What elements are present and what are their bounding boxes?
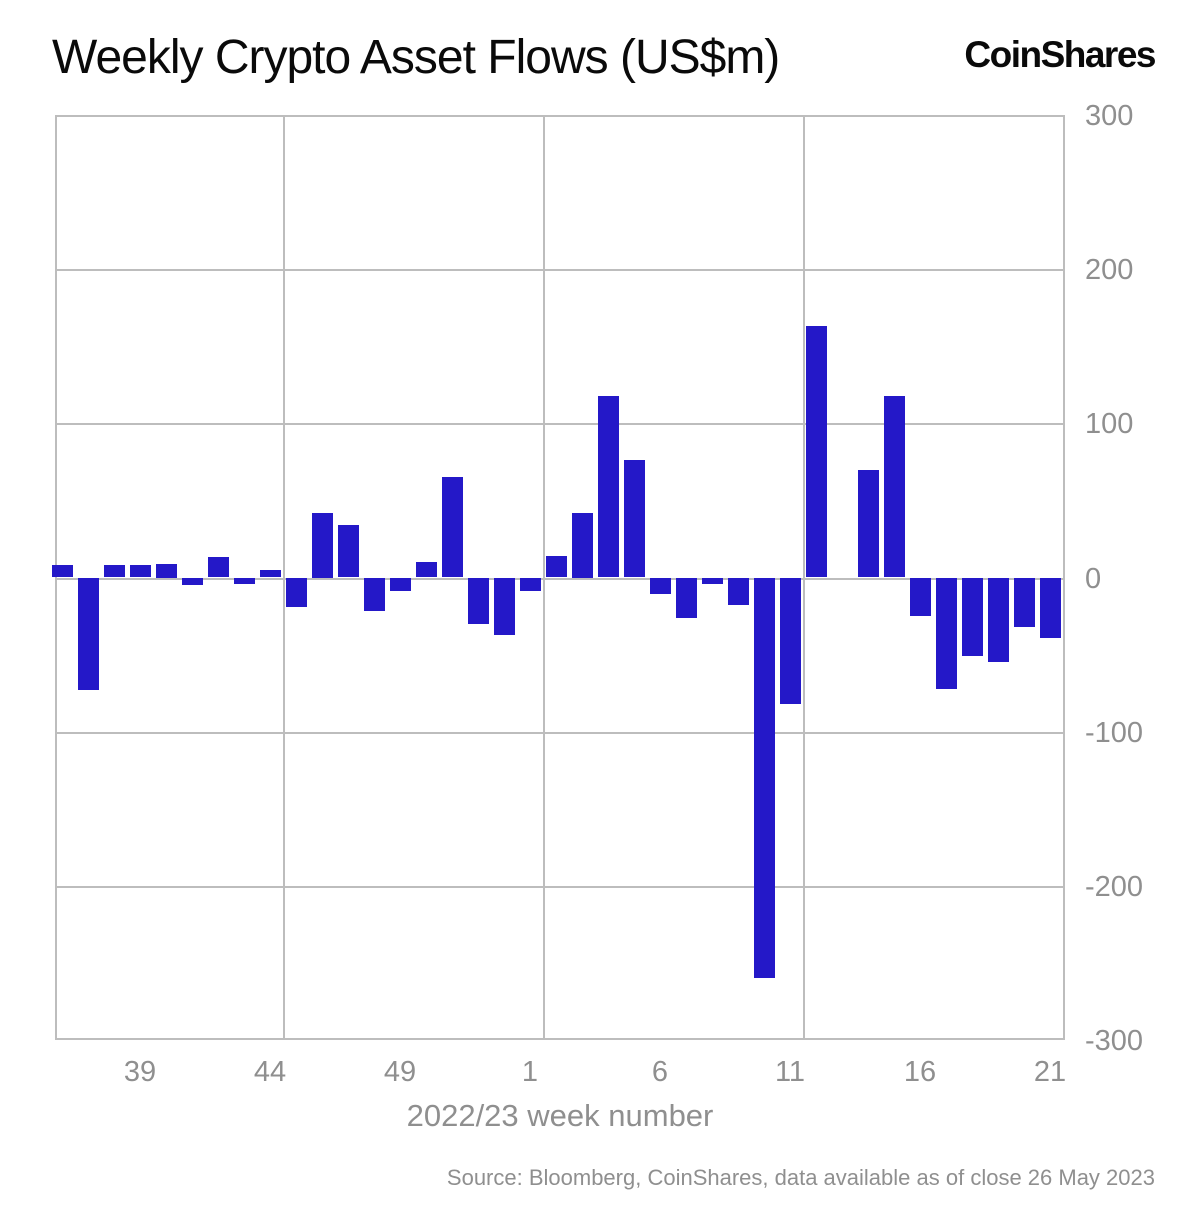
bar-week-50 [416,562,437,578]
bar-week-15 [884,395,905,578]
bar-week-3 [572,512,593,578]
bar-week-14 [858,469,879,578]
x-axis-tick-21: 21 [1033,1056,1067,1088]
bar-week-49 [390,577,411,592]
gridline-x-3 [803,115,805,1040]
x-axis-tick-6: 6 [651,1056,669,1088]
bar-week-1 [520,577,541,592]
page-title: Weekly Crypto Asset Flows (US$m) [52,31,780,84]
coinshares-logo: CoinShares [964,34,1156,75]
bar-week-7 [676,577,697,618]
gridline-y-100 [55,423,1065,426]
bar-week-45 [286,577,307,607]
y-axis-tick-100: 100 [1085,408,1134,441]
y-axis-tick--200: -200 [1085,870,1144,903]
y-axis-tick-200: 200 [1085,254,1134,287]
chart-area [52,115,1065,1040]
x-axis-tick-39: 39 [123,1056,157,1088]
source-text: Source: Bloomberg, CoinShares, data avai… [446,1165,1155,1190]
bar-week-42 [208,557,229,578]
bar-week-38 [104,565,125,578]
bar-week-44 [260,569,281,578]
gridline-y-0 [55,577,1065,580]
gridline-y--300 [55,1038,1065,1040]
bar-week-8 [702,577,723,584]
y-axis-tick-300: 300 [1085,100,1134,132]
bar-week-36 [52,565,73,578]
gridline-y--100 [55,731,1065,734]
bar-week-17 [936,577,957,689]
bar-week-18 [962,577,983,657]
bar-week-37 [78,577,99,691]
bar-week-4 [598,395,619,578]
gridline-x-0 [55,115,57,1040]
gridline-y-300 [55,115,1065,117]
x-axis-tick-49: 49 [383,1056,417,1088]
y-axis-tick-0: 0 [1085,562,1102,595]
bar-week-53 [494,577,515,635]
bar-week-10 [754,577,775,979]
x-axis-tick-1: 1 [521,1056,539,1088]
bar-week-41 [182,577,203,586]
bar-week-11 [780,577,801,704]
bar-week-20 [1014,577,1035,627]
x-axis-tick-16: 16 [903,1056,937,1088]
bar-week-52 [468,577,489,624]
bar-week-19 [988,577,1009,663]
bar-week-16 [910,577,931,617]
gridline-y--200 [55,885,1065,888]
gridline-x-2 [543,115,545,1040]
gridline-x-4 [1063,115,1065,1040]
bar-week-12 [806,326,827,578]
bar-week-48 [364,577,385,612]
x-axis-tick-44: 44 [253,1056,287,1088]
bar-week-51 [442,477,463,578]
x-axis-title: 2022/23 week number [406,1098,714,1133]
y-axis-tick--300: -300 [1085,1025,1144,1057]
bar-week-5 [624,460,645,578]
bar-week-40 [156,563,177,578]
bar-week-46 [312,512,333,578]
bar-week-39 [130,565,151,578]
x-axis-tick-11: 11 [774,1056,806,1088]
bar-week-6 [650,577,671,595]
bar-week-47 [338,525,359,578]
y-axis-tick--100: -100 [1085,716,1144,749]
bar-week-2 [546,555,567,578]
bar-week-21 [1040,577,1061,638]
gridline-x-1 [283,115,285,1040]
bar-week-9 [728,577,749,606]
gridline-y-200 [55,269,1065,272]
bar-week-43 [234,577,255,584]
